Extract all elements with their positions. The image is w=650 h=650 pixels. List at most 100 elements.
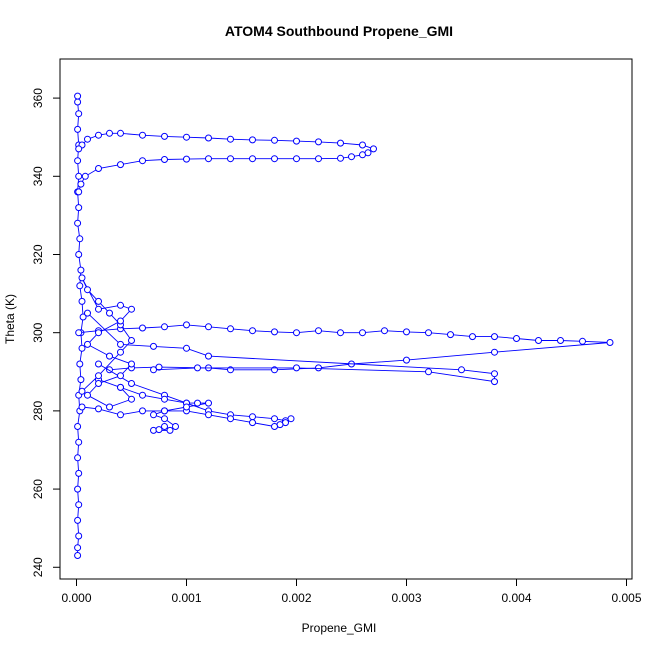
data-point bbox=[139, 157, 146, 165]
data-point bbox=[249, 136, 256, 144]
data-point bbox=[271, 136, 278, 144]
data-point bbox=[77, 376, 85, 384]
data-point bbox=[293, 364, 300, 372]
data-point bbox=[74, 544, 82, 552]
data-point bbox=[74, 157, 82, 165]
data-point bbox=[95, 305, 102, 313]
data-point bbox=[95, 405, 102, 413]
data-point bbox=[155, 363, 163, 371]
data-point bbox=[74, 219, 82, 227]
data-point bbox=[172, 423, 179, 430]
data-point bbox=[293, 329, 300, 337]
data-point bbox=[227, 135, 234, 143]
data-point bbox=[117, 129, 124, 137]
data-point bbox=[271, 415, 278, 423]
data-point bbox=[557, 337, 564, 344]
data-point bbox=[84, 340, 91, 348]
data-point bbox=[74, 516, 82, 524]
data-point bbox=[77, 180, 85, 188]
data-point bbox=[95, 372, 102, 380]
data-point bbox=[155, 426, 163, 434]
data-point bbox=[75, 251, 83, 258]
data-point bbox=[249, 327, 256, 335]
data-point bbox=[75, 438, 83, 446]
data-point bbox=[76, 360, 84, 368]
data-point bbox=[75, 469, 83, 477]
data-point bbox=[150, 366, 157, 374]
data-point bbox=[117, 372, 124, 380]
data-point bbox=[458, 366, 465, 374]
x-tick-label: 0.005 bbox=[611, 591, 641, 605]
data-point bbox=[128, 360, 135, 368]
data-point bbox=[370, 145, 377, 153]
chart-title: ATOM4 Southbound Propene_GMI bbox=[225, 23, 453, 39]
data-point bbox=[161, 415, 168, 423]
data-point bbox=[74, 92, 82, 100]
data-point bbox=[348, 153, 355, 161]
data-point bbox=[77, 266, 85, 274]
data-point bbox=[95, 131, 102, 139]
data-point bbox=[74, 485, 82, 493]
data-point bbox=[84, 391, 91, 399]
data-point bbox=[271, 155, 278, 163]
plot-frame bbox=[59, 58, 633, 580]
y-axis-label: Theta (K) bbox=[3, 294, 17, 344]
x-tick-label: 0.004 bbox=[501, 591, 531, 605]
data-point bbox=[81, 172, 89, 180]
data-point bbox=[128, 395, 135, 403]
data-point bbox=[293, 137, 300, 145]
data-point bbox=[78, 274, 86, 282]
data-point bbox=[287, 415, 295, 423]
data-point bbox=[425, 329, 432, 337]
data-point bbox=[161, 423, 168, 430]
data-point bbox=[205, 399, 212, 407]
data-point bbox=[95, 165, 102, 172]
x-tick-label: 0.001 bbox=[171, 591, 201, 605]
data-point bbox=[447, 331, 454, 339]
data-point bbox=[315, 138, 322, 146]
data-point bbox=[161, 323, 168, 331]
data-point bbox=[95, 360, 102, 368]
data-point bbox=[227, 155, 234, 163]
data-point bbox=[106, 129, 113, 137]
data-point bbox=[359, 329, 366, 337]
data-point bbox=[425, 368, 432, 376]
data-point bbox=[150, 411, 157, 419]
data-point bbox=[513, 335, 520, 342]
data-point bbox=[106, 309, 113, 317]
data-point bbox=[227, 325, 234, 333]
data-point bbox=[74, 125, 82, 133]
data-point bbox=[117, 301, 124, 309]
y-tick-label: 340 bbox=[31, 166, 45, 186]
data-point bbox=[139, 407, 146, 415]
data-point bbox=[117, 340, 124, 348]
data-point bbox=[76, 235, 84, 243]
data-point bbox=[76, 282, 84, 290]
data-point bbox=[205, 352, 212, 360]
data-point bbox=[579, 337, 586, 345]
data-point bbox=[491, 348, 498, 356]
data-point bbox=[128, 380, 135, 387]
data-point bbox=[117, 411, 124, 419]
data-point bbox=[403, 356, 410, 364]
data-point bbox=[271, 328, 278, 336]
data-point bbox=[75, 188, 83, 196]
data-point bbox=[491, 333, 498, 341]
data-point bbox=[78, 297, 86, 305]
data-point bbox=[128, 337, 135, 344]
data-point bbox=[74, 423, 82, 430]
data-point bbox=[315, 327, 322, 335]
data-point bbox=[75, 329, 83, 337]
x-axis-label: Propene_GMI bbox=[302, 621, 377, 635]
data-point bbox=[117, 317, 124, 325]
data-point bbox=[74, 98, 82, 106]
data-point bbox=[606, 339, 614, 346]
data-point bbox=[194, 399, 201, 407]
data-point bbox=[359, 141, 366, 149]
data-point bbox=[161, 132, 168, 140]
data-point bbox=[78, 387, 86, 395]
data-point bbox=[75, 204, 83, 212]
data-point bbox=[75, 501, 83, 509]
data-point bbox=[139, 391, 146, 399]
